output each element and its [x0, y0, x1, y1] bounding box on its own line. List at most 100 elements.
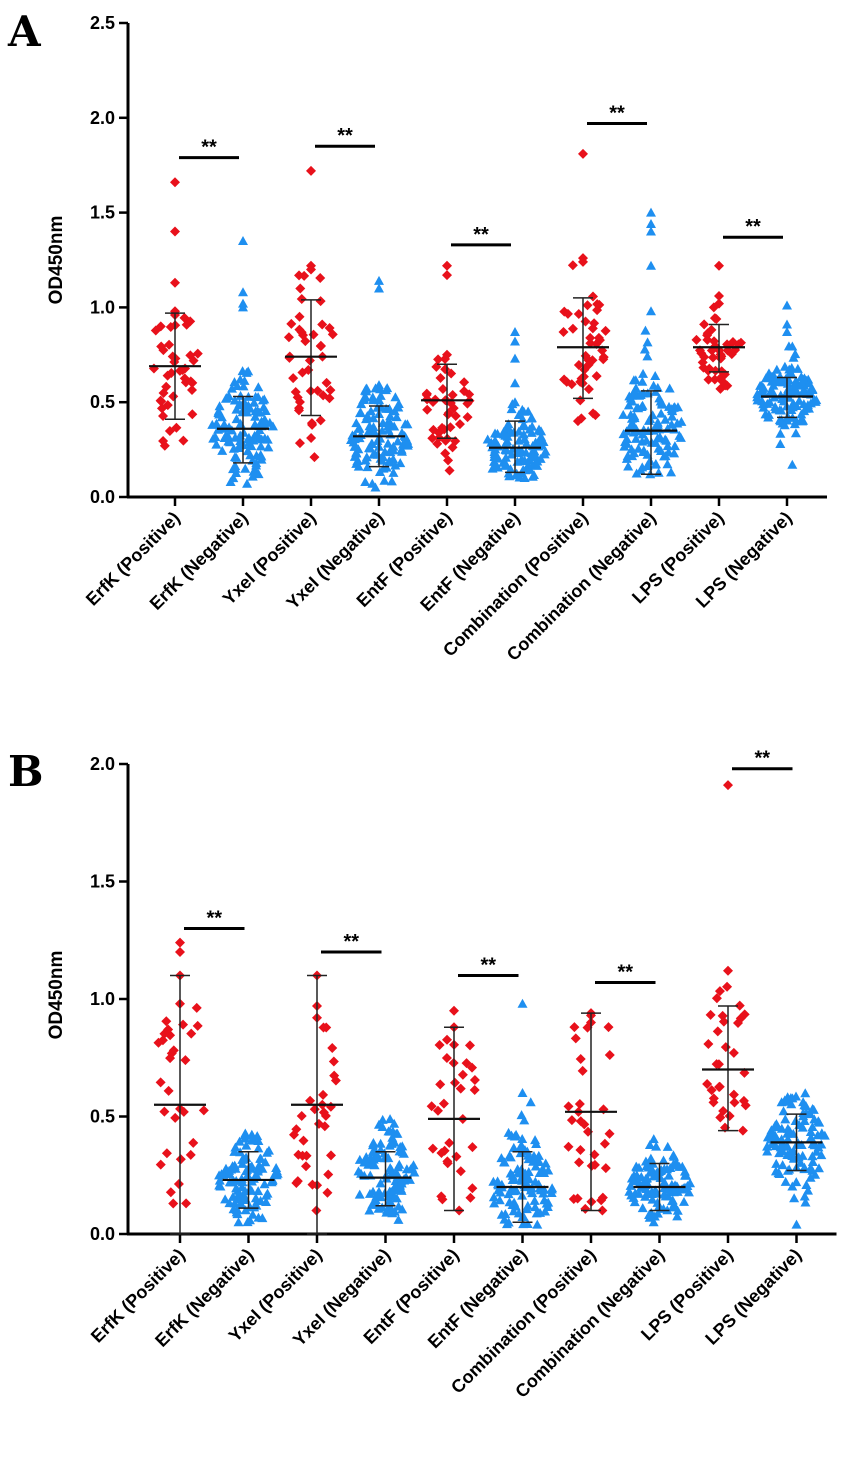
data-point-negative — [393, 398, 404, 408]
data-point-negative — [390, 392, 401, 402]
data-point-negative — [656, 399, 667, 409]
data-point-negative — [775, 1142, 786, 1152]
data-point-negative — [252, 1196, 263, 1206]
data-point-negative — [516, 1110, 527, 1120]
data-point-negative — [540, 1158, 551, 1168]
data-point-positive — [570, 1033, 581, 1044]
data-point-positive — [437, 384, 448, 395]
data-point-negative — [784, 1148, 795, 1158]
data-point-negative — [506, 404, 517, 414]
data-point-negative — [260, 405, 271, 415]
data-point-positive — [326, 1150, 337, 1161]
data-point-negative — [386, 476, 397, 486]
data-point-negative — [502, 431, 513, 441]
data-point-positive — [710, 365, 721, 376]
data-point-negative — [782, 319, 792, 329]
data-point-negative — [624, 1186, 635, 1196]
data-point-positive — [575, 1053, 586, 1064]
data-point-positive — [703, 374, 714, 385]
data-point-positive — [728, 1089, 739, 1100]
data-point-positive — [577, 1065, 588, 1076]
data-point-negative — [385, 1163, 396, 1173]
data-point-positive — [306, 418, 317, 429]
data-point-negative — [252, 1166, 263, 1176]
y-tick-label: 2.0 — [90, 754, 115, 774]
data-point-positive — [563, 1101, 574, 1112]
data-point-negative — [672, 418, 683, 428]
data-point-negative — [503, 1217, 514, 1227]
data-point-positive — [178, 435, 189, 446]
data-point-positive — [318, 1107, 329, 1118]
data-point-positive — [291, 1124, 302, 1135]
data-point-negative — [368, 413, 379, 423]
data-point-positive — [579, 364, 590, 375]
significance-label: ** — [754, 748, 770, 770]
data-point-positive — [699, 319, 710, 330]
data-point-positive — [427, 433, 438, 444]
data-point-negative — [505, 1168, 516, 1178]
data-point-negative — [640, 325, 651, 335]
data-point-negative — [791, 1177, 802, 1187]
data-point-positive — [597, 1192, 608, 1203]
data-point-positive — [440, 353, 451, 364]
data-point-positive — [296, 294, 307, 305]
data-point-negative — [262, 1147, 273, 1157]
data-point-positive — [168, 391, 179, 402]
data-point-positive — [585, 338, 596, 349]
data-point-positive — [168, 1045, 179, 1056]
data-point-negative — [368, 422, 379, 432]
data-point-positive — [722, 981, 733, 992]
data-point-negative — [251, 430, 262, 440]
data-point-negative — [771, 1119, 782, 1129]
data-point-negative — [383, 424, 394, 434]
data-point-positive — [198, 1105, 209, 1116]
data-point-positive — [325, 1101, 336, 1112]
data-point-negative — [231, 414, 242, 424]
data-point-negative — [362, 462, 373, 472]
data-point-positive — [290, 387, 301, 398]
data-point-negative — [235, 390, 246, 400]
data-point-positive — [188, 355, 199, 366]
data-point-negative — [500, 452, 511, 462]
data-point-positive — [734, 1000, 745, 1011]
data-point-negative — [207, 419, 218, 429]
y-tick-label: 0.5 — [90, 392, 115, 412]
data-point-negative — [253, 1143, 264, 1153]
data-point-negative — [665, 1163, 676, 1173]
data-point-positive — [433, 427, 444, 438]
data-point-negative — [518, 429, 529, 439]
data-point-negative — [349, 451, 360, 461]
data-point-negative — [784, 364, 795, 374]
data-point-negative — [780, 1176, 791, 1186]
data-point-negative — [680, 1170, 691, 1180]
data-point-negative — [395, 458, 406, 468]
panel-label-b: B — [8, 747, 44, 796]
significance-label: ** — [617, 962, 633, 984]
data-point-negative — [253, 1186, 264, 1196]
data-point-negative — [538, 1188, 549, 1198]
data-point-negative — [511, 1185, 522, 1195]
data-point-positive — [164, 339, 175, 350]
data-point-negative — [637, 400, 648, 410]
y-tick-label: 1.5 — [90, 203, 115, 223]
data-point-negative — [540, 446, 551, 456]
data-point-negative — [646, 226, 656, 236]
data-point-negative — [669, 448, 680, 458]
data-point-negative — [496, 1153, 507, 1163]
data-point-positive — [320, 1110, 331, 1121]
data-point-negative — [504, 1197, 515, 1207]
data-point-positive — [446, 368, 457, 379]
data-point-negative — [231, 404, 242, 414]
data-point-positive — [717, 1010, 728, 1021]
data-point-negative — [757, 384, 768, 394]
data-point-negative — [675, 432, 686, 442]
data-point-negative — [238, 287, 248, 297]
data-point-positive — [709, 313, 720, 324]
data-point-negative — [799, 1191, 810, 1201]
y-tick-label: 0.5 — [90, 1107, 115, 1127]
data-point-negative — [645, 413, 656, 423]
data-point-negative — [668, 1202, 679, 1212]
data-point-negative — [650, 371, 661, 381]
data-point-negative — [646, 218, 656, 228]
